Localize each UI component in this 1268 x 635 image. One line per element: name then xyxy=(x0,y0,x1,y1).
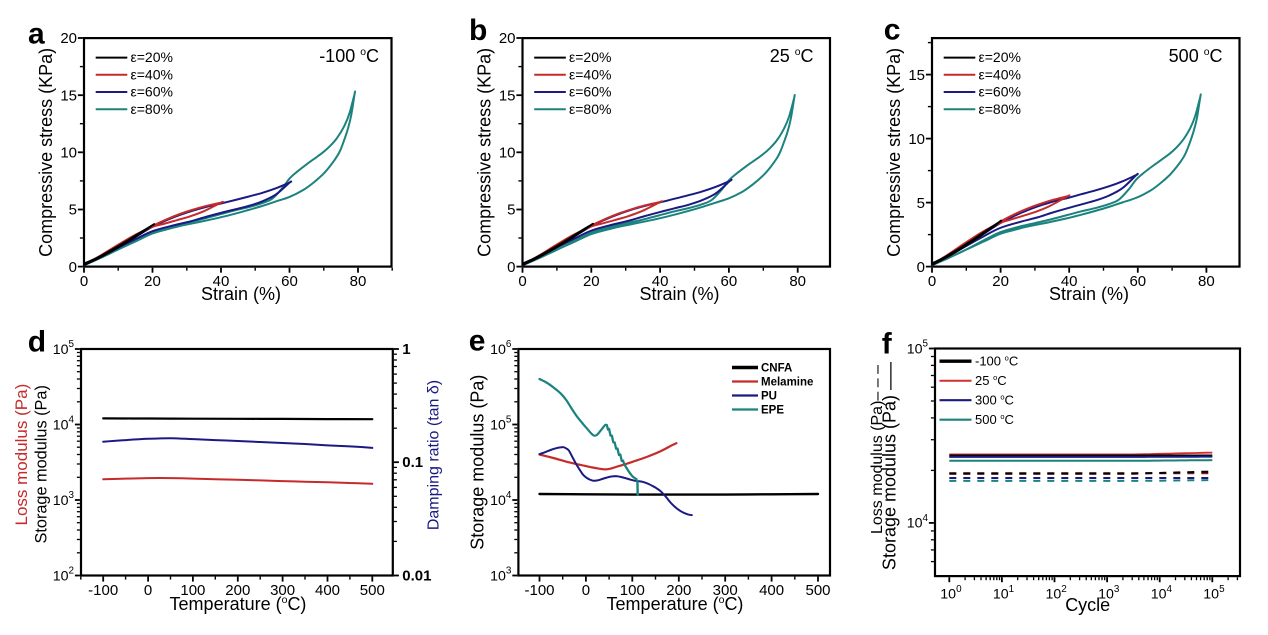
svg-text:20: 20 xyxy=(992,273,1009,290)
svg-text:b: b xyxy=(469,14,487,47)
svg-text:5: 5 xyxy=(507,202,515,219)
svg-text:500: 500 xyxy=(360,582,385,599)
svg-text:25 oC: 25 oC xyxy=(770,46,814,66)
svg-text:300: 300 xyxy=(270,582,295,599)
svg-text:-100: -100 xyxy=(88,582,118,599)
svg-text:Strain (%): Strain (%) xyxy=(1049,284,1129,304)
svg-text:d: d xyxy=(28,325,46,358)
svg-text:PU: PU xyxy=(761,390,777,402)
svg-text:a: a xyxy=(28,17,45,50)
svg-text:Damping ratio (tan δ): Damping ratio (tan δ) xyxy=(426,380,443,530)
svg-text:Cycle: Cycle xyxy=(1065,595,1110,615)
svg-text:500 oC: 500 oC xyxy=(1169,46,1223,66)
svg-text:10: 10 xyxy=(908,131,925,148)
svg-text:0: 0 xyxy=(144,582,152,599)
svg-text:Loss modulus (Pa)– – –: Loss modulus (Pa)– – – xyxy=(869,365,886,534)
svg-text:0: 0 xyxy=(518,273,526,290)
svg-text:15: 15 xyxy=(499,87,516,104)
svg-text:EPE: EPE xyxy=(761,404,784,416)
svg-text:ε=80%: ε=80% xyxy=(569,101,611,117)
svg-text:Loss modulus (Pa): Loss modulus (Pa) xyxy=(12,384,31,526)
svg-text:Temperature (oC): Temperature (oC) xyxy=(607,594,744,614)
svg-text:ε=40%: ε=40% xyxy=(131,66,173,82)
svg-text:40: 40 xyxy=(1061,273,1078,290)
svg-text:-100: -100 xyxy=(524,582,554,599)
svg-text:c: c xyxy=(884,13,901,46)
svg-text:60: 60 xyxy=(721,273,738,290)
svg-text:ε=20%: ε=20% xyxy=(569,49,611,65)
svg-text:5: 5 xyxy=(69,202,77,219)
svg-text:400: 400 xyxy=(759,582,784,599)
svg-text:400: 400 xyxy=(315,582,340,599)
svg-text:ε=60%: ε=60% xyxy=(979,84,1021,100)
svg-text:500 oC: 500 oC xyxy=(975,412,1014,427)
svg-text:80: 80 xyxy=(789,273,806,290)
svg-text:ε=80%: ε=80% xyxy=(979,101,1021,117)
svg-text:100: 100 xyxy=(180,582,205,599)
svg-text:0: 0 xyxy=(928,273,936,290)
svg-text:60: 60 xyxy=(1129,273,1146,290)
svg-text:500: 500 xyxy=(805,582,830,599)
svg-text:1: 1 xyxy=(402,341,410,358)
svg-text:200: 200 xyxy=(225,582,250,599)
svg-text:Compressive stress (KPa): Compressive stress (KPa) xyxy=(475,48,495,257)
svg-text:20: 20 xyxy=(60,30,77,47)
svg-text:200: 200 xyxy=(666,582,691,599)
svg-text:Compressive stress (KPa): Compressive stress (KPa) xyxy=(36,48,56,257)
svg-text:10: 10 xyxy=(499,145,516,162)
svg-text:ε=40%: ε=40% xyxy=(569,66,611,82)
svg-text:ε=60%: ε=60% xyxy=(131,84,173,100)
svg-text:0.01: 0.01 xyxy=(402,568,431,585)
svg-text:60: 60 xyxy=(281,273,298,290)
svg-text:ε=80%: ε=80% xyxy=(131,101,173,117)
svg-text:20: 20 xyxy=(144,273,161,290)
svg-text:80: 80 xyxy=(1198,273,1215,290)
svg-text:300: 300 xyxy=(713,582,738,599)
svg-text:Storage modulus (Pa) —–: Storage modulus (Pa) —– xyxy=(880,362,900,570)
svg-text:Compressive stress (KPa): Compressive stress (KPa) xyxy=(884,48,904,257)
svg-text:ε=60%: ε=60% xyxy=(569,84,611,100)
svg-text:Strain (%): Strain (%) xyxy=(201,284,281,304)
svg-text:ε=20%: ε=20% xyxy=(979,49,1021,65)
svg-text:CNFA: CNFA xyxy=(761,362,792,374)
svg-text:ε=20%: ε=20% xyxy=(131,49,173,65)
svg-text:20: 20 xyxy=(583,273,600,290)
svg-text:0: 0 xyxy=(582,582,590,599)
svg-text:Melamine: Melamine xyxy=(761,376,813,388)
svg-text:Strain (%): Strain (%) xyxy=(639,284,719,304)
svg-text:0: 0 xyxy=(507,259,515,276)
svg-text:Temperature (oC): Temperature (oC) xyxy=(170,594,307,614)
svg-text:15: 15 xyxy=(60,87,77,104)
svg-text:25 oC: 25 oC xyxy=(975,373,1007,388)
svg-text:40: 40 xyxy=(652,273,669,290)
svg-text:0: 0 xyxy=(917,259,925,276)
svg-text:e: e xyxy=(469,325,486,358)
svg-text:10: 10 xyxy=(60,145,77,162)
svg-text:0.1: 0.1 xyxy=(402,454,423,471)
svg-text:20: 20 xyxy=(499,30,516,47)
svg-text:Storage modulus (Pa): Storage modulus (Pa) xyxy=(33,385,51,543)
svg-text:0: 0 xyxy=(69,259,77,276)
svg-text:-100 oC: -100 oC xyxy=(975,354,1018,369)
svg-text:100: 100 xyxy=(620,582,645,599)
svg-text:f: f xyxy=(882,328,893,361)
svg-text:15: 15 xyxy=(908,67,925,84)
svg-text:0: 0 xyxy=(80,273,88,290)
svg-text:ε=40%: ε=40% xyxy=(979,66,1021,82)
svg-text:5: 5 xyxy=(917,195,925,212)
svg-text:-100 oC: -100 oC xyxy=(319,46,379,66)
svg-text:Storage modulus (Pa): Storage modulus (Pa) xyxy=(468,375,488,550)
svg-text:300 oC: 300 oC xyxy=(975,393,1014,408)
svg-text:40: 40 xyxy=(213,273,230,290)
svg-text:80: 80 xyxy=(350,273,367,290)
